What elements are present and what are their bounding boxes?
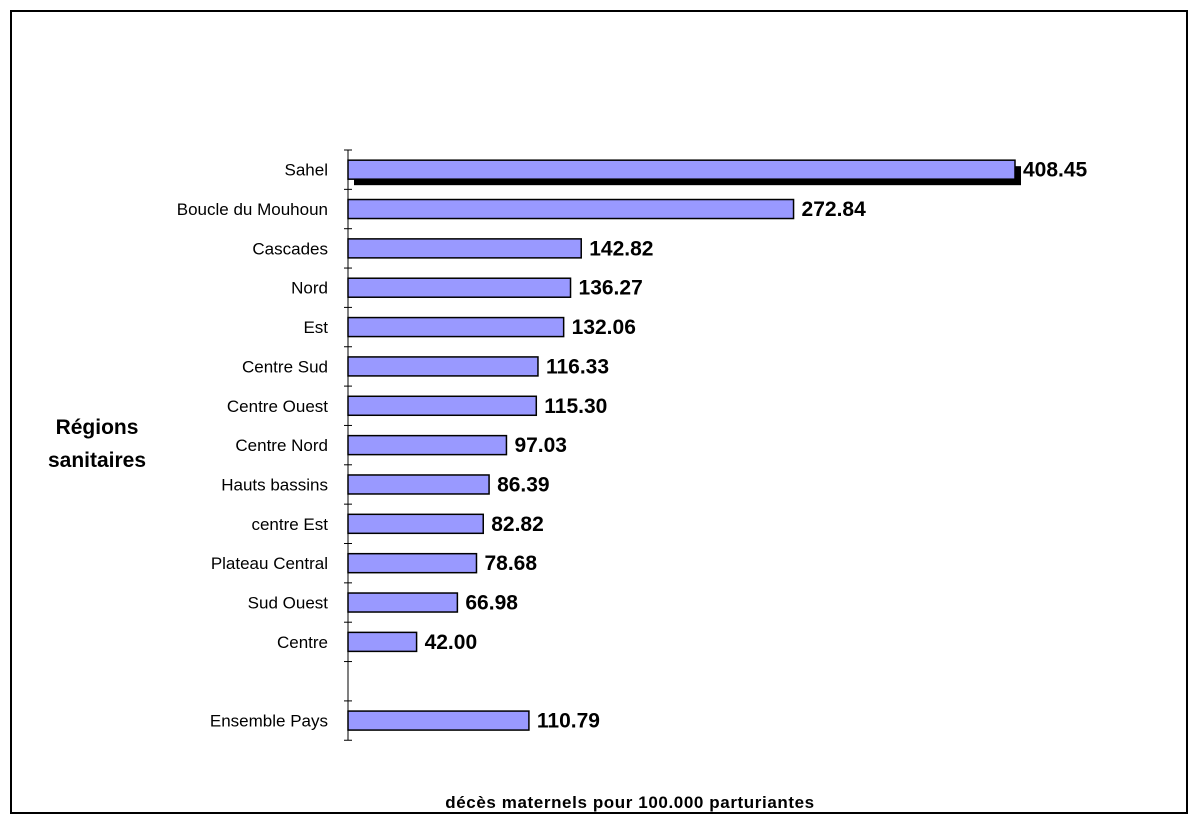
bar <box>347 395 538 417</box>
bar <box>347 356 539 377</box>
bar <box>347 592 459 613</box>
bar <box>347 316 565 338</box>
bar <box>347 434 508 456</box>
category-label: Hauts bassins <box>221 475 328 494</box>
data-label: 116.33 <box>546 355 609 378</box>
category-label: Plateau Central <box>211 554 328 573</box>
category-label: Ensemble Pays <box>210 712 328 731</box>
category-label: Boucle du Mouhoun <box>177 200 328 219</box>
category-label: Est <box>303 318 328 337</box>
data-label: 408.45 <box>1023 159 1088 182</box>
data-label: 97.03 <box>514 434 567 457</box>
bar <box>347 710 530 731</box>
data-label: 110.79 <box>537 710 600 733</box>
y-axis-label-line-1: Régions <box>56 416 139 439</box>
category-label: Sud Ouest <box>248 594 329 613</box>
data-label: 66.98 <box>465 592 518 615</box>
data-label: 272.84 <box>802 198 867 221</box>
y-axis-label-line-2: sanitaires <box>48 449 146 472</box>
data-label: 86.39 <box>497 473 550 496</box>
category-label: Centre Nord <box>235 436 328 455</box>
x-axis-label: décès maternels pour 100.000 parturiante… <box>445 793 814 812</box>
category-label: Centre Sud <box>242 357 328 376</box>
bar <box>347 198 795 220</box>
category-label: Sahel <box>285 161 328 180</box>
data-label: 136.27 <box>579 277 643 300</box>
bar <box>347 238 582 259</box>
category-label: centre Est <box>251 515 328 534</box>
category-label: Nord <box>291 279 328 298</box>
bar <box>347 552 478 574</box>
bar <box>347 159 1016 180</box>
data-label: 78.68 <box>484 552 537 575</box>
category-label: Centre <box>277 633 328 652</box>
bar <box>347 631 418 653</box>
bar <box>347 474 490 495</box>
data-label: 142.82 <box>589 237 653 260</box>
category-label: Centre Ouest <box>227 397 328 416</box>
data-label: 42.00 <box>425 631 478 654</box>
bar <box>347 277 572 298</box>
data-label: 132.06 <box>572 316 636 339</box>
chart-frame <box>10 10 1188 814</box>
data-label: 115.30 <box>544 395 607 418</box>
bar <box>347 513 484 535</box>
category-label: Cascades <box>252 239 328 258</box>
data-label: 82.82 <box>491 513 544 536</box>
